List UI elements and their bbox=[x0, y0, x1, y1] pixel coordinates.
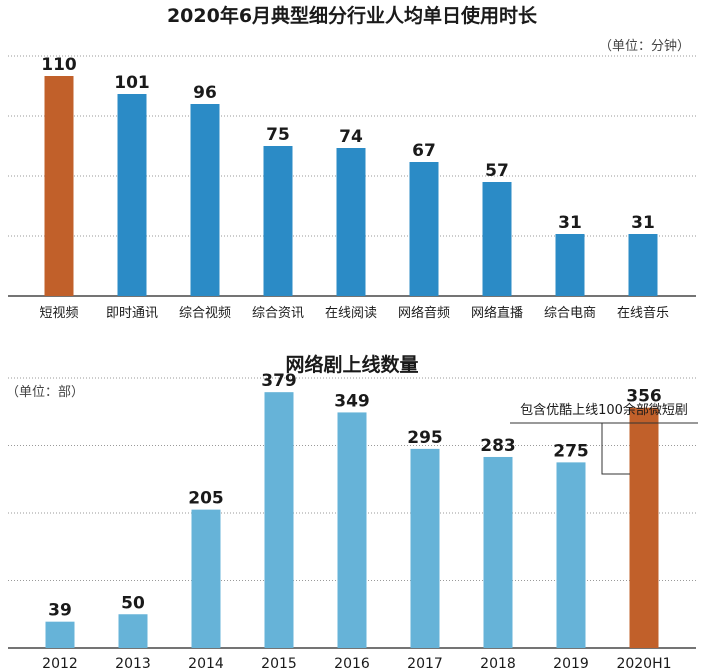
chart2-category-label: 2013 bbox=[115, 656, 151, 670]
chart1-bar bbox=[555, 234, 585, 296]
chart1-category-label: 即时通讯 bbox=[106, 306, 158, 321]
chart1-category-label: 综合电商 bbox=[544, 306, 596, 321]
annotation-text: 包含优酷上线100余部微短剧 bbox=[520, 402, 688, 418]
chart1-value-label: 31 bbox=[631, 213, 655, 233]
chart1-bar bbox=[117, 94, 147, 296]
chart2-value-label: 283 bbox=[480, 436, 516, 456]
chart1-category-label: 短视频 bbox=[39, 306, 78, 321]
chart2-unit-label: （单位：部） bbox=[6, 385, 84, 400]
chart1-bar bbox=[190, 104, 220, 296]
chart1-category-label: 综合资讯 bbox=[252, 306, 304, 321]
chart2-bar bbox=[483, 456, 513, 648]
chart2-bar bbox=[629, 407, 659, 648]
chart1-bar bbox=[409, 162, 439, 296]
chart2-value-label: 39 bbox=[48, 601, 72, 621]
chart2-bar bbox=[410, 448, 440, 648]
chart2-bar bbox=[45, 621, 75, 648]
chart2-category-label: 2014 bbox=[188, 656, 224, 670]
chart2-value-label: 356 bbox=[626, 387, 662, 407]
chart1-value-label: 75 bbox=[266, 125, 290, 145]
chart2-value-label: 379 bbox=[261, 371, 297, 391]
chart2-bar bbox=[264, 392, 294, 648]
chart2-category-label: 2017 bbox=[407, 656, 443, 670]
chart2-plot: 39 2012 50 2013 205 2014 379 2015 349 2016 295 2017… bbox=[8, 371, 698, 670]
chart1-category-label: 网络音频 bbox=[398, 305, 450, 321]
chart1-bar bbox=[628, 234, 658, 296]
chart1-category-label: 网络直播 bbox=[471, 305, 523, 321]
chart1-value-label: 101 bbox=[114, 73, 150, 93]
chart2-title: 网络剧上线数量 bbox=[285, 353, 418, 376]
chart2-value-label: 295 bbox=[407, 428, 443, 448]
chart2-bar bbox=[118, 614, 148, 648]
chart2-category-label: 2012 bbox=[42, 656, 78, 670]
chart2-category-label: 2019 bbox=[553, 656, 589, 670]
chart1-bar bbox=[336, 148, 366, 296]
chart2-category-label: 2016 bbox=[334, 656, 370, 670]
chart2-value-label: 205 bbox=[188, 489, 224, 509]
chart2-bar bbox=[556, 462, 586, 648]
chart2-bar bbox=[337, 412, 367, 648]
chart1-category-label: 在线阅读 bbox=[325, 306, 377, 321]
chart1-value-label: 96 bbox=[193, 83, 217, 103]
chart2-category-label: 2018 bbox=[480, 656, 516, 670]
chart2-value-label: 50 bbox=[121, 593, 145, 613]
chart1-bar bbox=[263, 146, 293, 296]
chart1-bar bbox=[44, 76, 74, 296]
chart1-unit-label: （单位：分钟） bbox=[599, 38, 690, 54]
chart1-bar bbox=[482, 182, 512, 296]
chart1-value-label: 31 bbox=[558, 213, 582, 233]
chart1-value-label: 74 bbox=[339, 127, 363, 147]
chart1-value-label: 110 bbox=[41, 55, 77, 75]
chart2-value-label: 275 bbox=[553, 441, 589, 461]
chart1-value-label: 57 bbox=[485, 161, 509, 181]
chart2-category-label: 2020H1 bbox=[616, 656, 671, 670]
chart2-value-label: 349 bbox=[334, 391, 370, 411]
chart2-bar bbox=[191, 509, 221, 648]
chart1-value-label: 67 bbox=[412, 141, 436, 161]
chart1-category-label: 综合视频 bbox=[179, 306, 231, 321]
chart2-category-label: 2015 bbox=[261, 656, 297, 670]
chart1-title: 2020年6月典型细分行业人均单日使用时长 bbox=[167, 4, 538, 27]
chart1-category-label: 在线音乐 bbox=[617, 305, 669, 321]
chart1-plot: 110 短视频 101 即时通讯 96 综合视频 75 综合资讯 74 在线阅读 67 网络音频 57 网… bbox=[8, 55, 696, 321]
